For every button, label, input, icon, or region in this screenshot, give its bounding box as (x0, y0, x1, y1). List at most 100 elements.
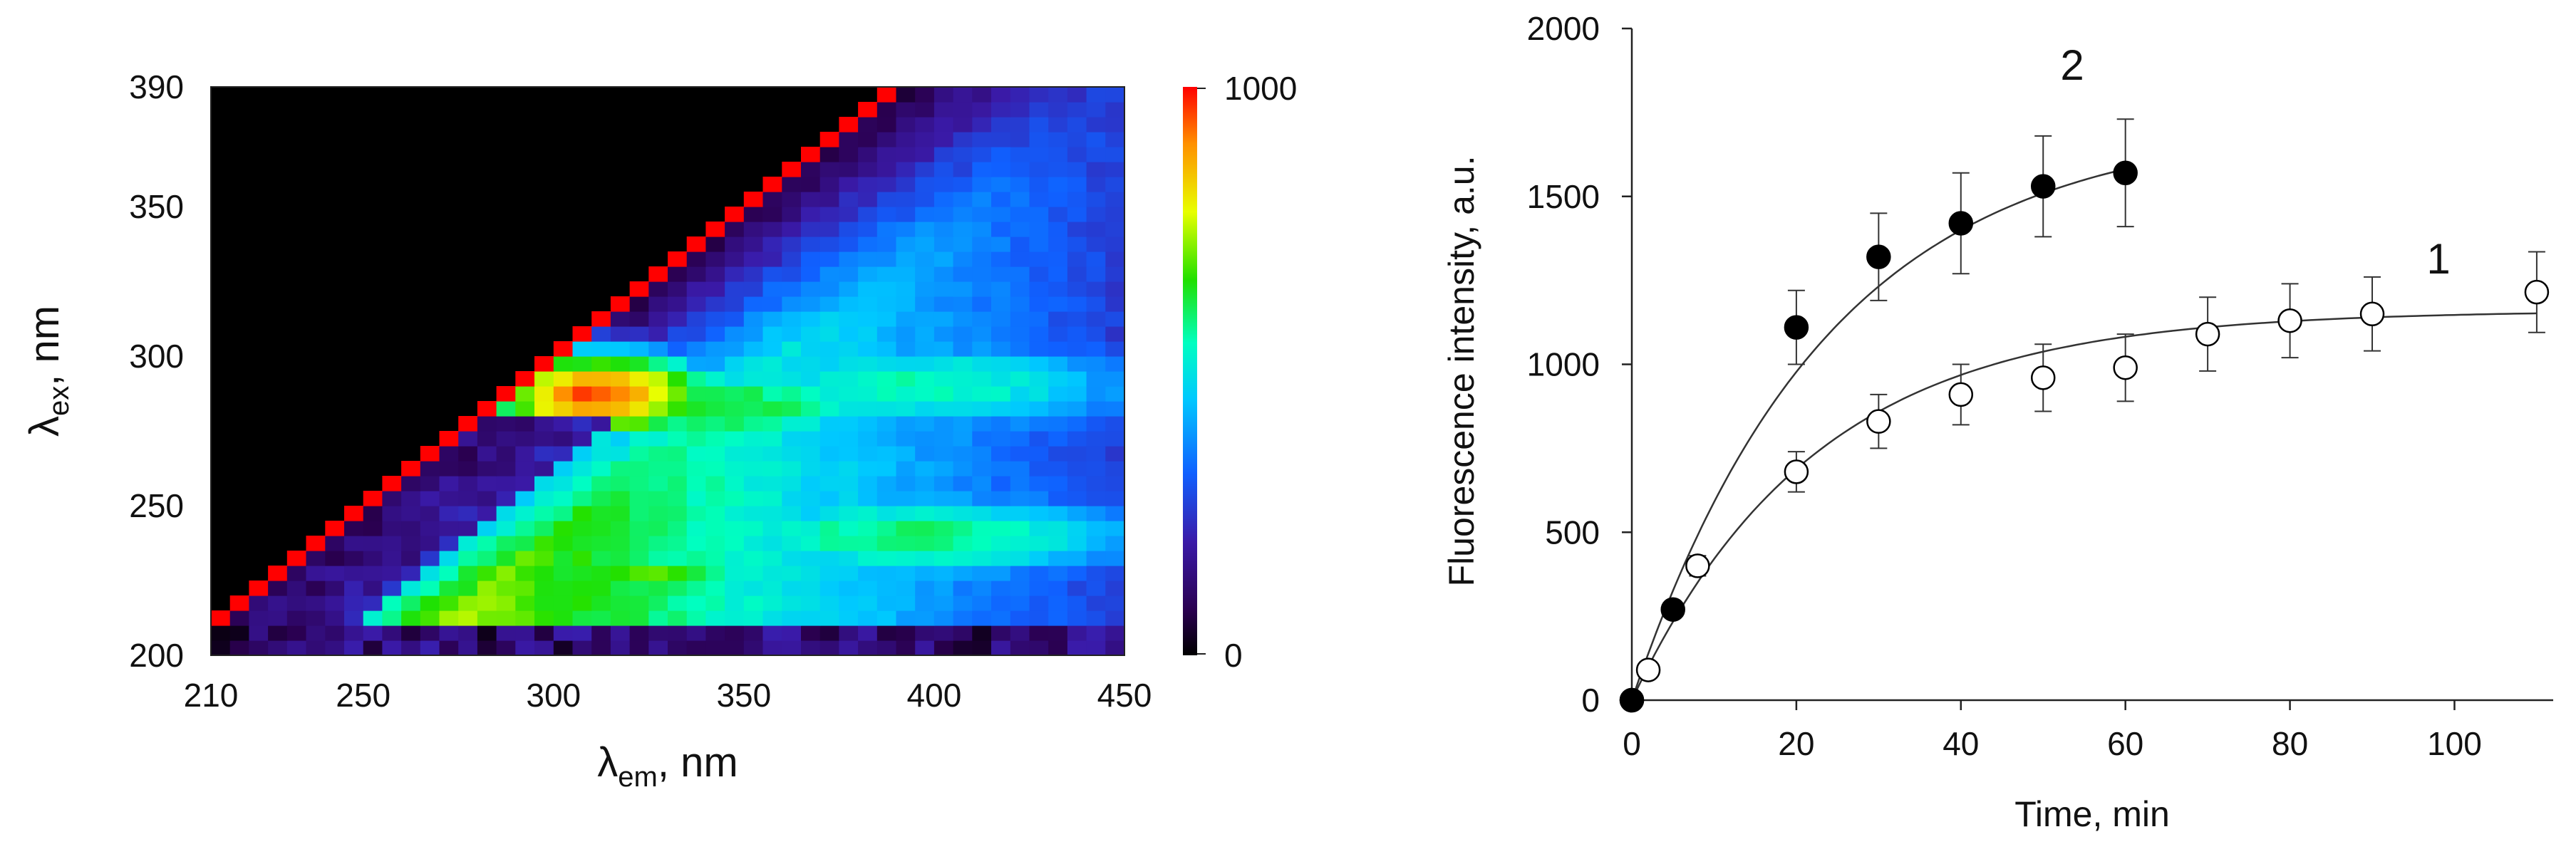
heatmap-cell (725, 431, 745, 447)
heatmap-cell (876, 566, 897, 581)
heatmap-cell (458, 446, 478, 462)
heatmap-cell (382, 536, 402, 551)
heatmap-cell (743, 222, 764, 237)
heatmap-cell (972, 117, 992, 132)
heatmap-cell (762, 521, 782, 536)
heatmap-cell (591, 521, 611, 536)
heatmap-cell (953, 581, 973, 596)
heatmap-cell (344, 640, 364, 656)
heatmap-cell (591, 640, 611, 656)
heatmap-cell (477, 446, 497, 462)
heatmap-cell (534, 461, 554, 477)
heatmap-cell (686, 581, 706, 596)
heatmap-cell (743, 311, 764, 327)
time-course-y-axis-label: Fluorescence intensity, a.u. (1442, 156, 1481, 587)
heatmap-cell (1105, 87, 1125, 103)
heatmap-cell (915, 401, 935, 417)
heatmap-cell (668, 551, 688, 566)
heatmap-cell (933, 87, 954, 103)
heatmap-cell (858, 431, 878, 447)
heatmap-cell (534, 386, 554, 402)
heatmap-cell (439, 595, 459, 611)
heatmap-cell (876, 386, 897, 402)
heatmap-cell (1086, 236, 1106, 252)
heatmap-cell (1105, 117, 1125, 132)
heatmap-cell (1010, 341, 1030, 357)
heatmap-cell (991, 581, 1011, 596)
heatmap-cell (705, 461, 725, 477)
heatmap-cell (1067, 192, 1087, 207)
heatmap-cell (1029, 296, 1049, 312)
heatmap-cell (1029, 326, 1049, 342)
heatmap-cell (762, 371, 782, 387)
heatmap-cell (915, 251, 935, 267)
heatmap-cell (477, 461, 497, 477)
heatmap-cell (725, 581, 745, 596)
heatmap-cell (534, 521, 554, 536)
heatmap-cell (819, 566, 839, 581)
heatmap-cell (725, 356, 745, 372)
heatmap-cell (668, 431, 688, 447)
heatmap-cell (477, 476, 497, 491)
heatmap-cell (401, 610, 421, 626)
heatmap-cell (249, 595, 269, 611)
heatmap-chart: 210 250 300 350 400 450 200 250 300 350 390 λem, … (21, 68, 1297, 793)
heatmap-cell (972, 581, 992, 596)
heatmap-cell (991, 266, 1011, 282)
heatmap-x-tick-label: 400 (907, 677, 962, 714)
heatmap-cell (876, 236, 897, 252)
heatmap-cell (1067, 326, 1087, 342)
heatmap-cell (991, 401, 1011, 417)
heatmap-cell (762, 281, 782, 297)
heatmap-cell (1067, 461, 1087, 477)
heatmap-cell (420, 461, 440, 477)
heatmap-cell (782, 236, 802, 252)
heatmap-cell (496, 476, 516, 491)
heatmap-cell (1029, 87, 1049, 103)
heatmap-cell (648, 521, 668, 536)
heatmap-cell (839, 461, 859, 477)
heatmap-cell (915, 296, 935, 312)
heatmap-cell (819, 236, 839, 252)
heatmap-cell (876, 341, 897, 357)
heatmap-cell (725, 625, 745, 641)
heatmap-cell (933, 251, 954, 267)
heatmap-cell (876, 536, 897, 551)
heatmap-cell (610, 491, 631, 506)
heatmap-cell (668, 506, 688, 521)
heatmap-cell (876, 326, 897, 342)
heatmap-cell (610, 640, 631, 656)
heatmap-cell (363, 536, 383, 551)
heatmap-cell (782, 401, 802, 417)
heatmap-cell (458, 536, 478, 551)
heatmap-cell (1010, 446, 1030, 462)
heatmap-cell (896, 581, 916, 596)
heatmap-cell (725, 296, 745, 312)
heatmap-cell (496, 521, 516, 536)
heatmap-cell (762, 356, 782, 372)
heatmap-cell (782, 296, 802, 312)
heatmap-cell (933, 266, 954, 282)
heatmap-cell (1010, 356, 1030, 372)
heatmap-cell (591, 311, 611, 327)
heatmap-cell (458, 610, 478, 626)
heatmap-cell (1067, 251, 1087, 267)
heatmap-cell (705, 640, 725, 656)
heatmap-cell (1048, 192, 1068, 207)
heatmap-cell (382, 491, 402, 506)
heatmap-cell (896, 640, 916, 656)
heatmap-cell (534, 506, 554, 521)
heatmap-cell (819, 640, 839, 656)
heatmap-cell (1010, 192, 1030, 207)
heatmap-cell (782, 177, 802, 192)
heatmap-cell (610, 326, 631, 342)
heatmap-cell (668, 311, 688, 327)
heatmap-cell (725, 222, 745, 237)
heatmap-cell (743, 236, 764, 252)
heatmap-y-tick-label: 250 (129, 487, 184, 524)
heatmap-cell (648, 416, 668, 432)
heatmap-cell (1086, 581, 1106, 596)
time-y-tick-label: 1000 (1527, 346, 1600, 383)
heatmap-cell (725, 610, 745, 626)
heatmap-cell (686, 506, 706, 521)
